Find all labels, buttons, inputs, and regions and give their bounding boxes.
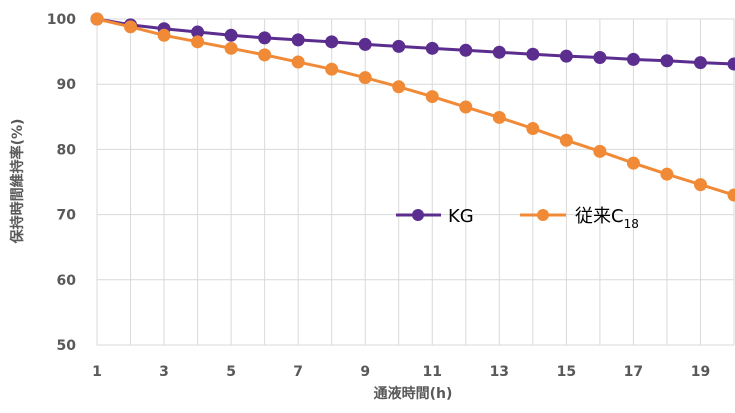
data-point-conventional-c18 (392, 80, 406, 94)
data-point-conventional-c18 (90, 12, 104, 26)
data-point-conventional-c18 (425, 90, 439, 104)
data-point-kg (492, 45, 506, 59)
data-point-kg (224, 28, 238, 42)
x-tick-label: 3 (159, 364, 169, 380)
legend-label-main: 従来C (575, 206, 624, 227)
data-point-kg (425, 41, 439, 55)
legend-label-conventional-c18: 従来C18 (575, 206, 639, 231)
data-point-kg (559, 49, 573, 63)
data-point-kg (459, 43, 473, 57)
data-point-conventional-c18 (224, 41, 238, 55)
y-axis-title: 保持時間維持率(%) (9, 119, 26, 245)
data-point-kg (626, 52, 640, 66)
legend: KG 従来C18 (396, 206, 639, 231)
y-tick-label: 60 (57, 273, 77, 289)
x-tick-label: 15 (557, 364, 576, 380)
y-axis-tick-labels: 50 60 70 80 90 100 (47, 12, 76, 354)
y-tick-label: 70 (57, 208, 77, 224)
data-point-conventional-c18 (358, 71, 372, 85)
data-point-kg (526, 47, 540, 61)
data-point-conventional-c18 (660, 167, 674, 181)
legend-marker-kg (412, 209, 424, 221)
x-tick-label: 19 (691, 364, 710, 380)
data-point-conventional-c18 (157, 28, 171, 42)
data-point-conventional-c18 (559, 133, 573, 147)
data-point-conventional-c18 (459, 100, 473, 114)
data-point-kg (291, 33, 305, 47)
data-point-kg (392, 39, 406, 53)
legend-marker-conventional-c18 (537, 209, 549, 221)
data-point-conventional-c18 (593, 144, 607, 158)
data-point-conventional-c18 (291, 55, 305, 69)
data-point-conventional-c18 (693, 178, 707, 192)
data-point-conventional-c18 (526, 122, 540, 136)
x-tick-label: 11 (423, 364, 442, 380)
data-point-kg (727, 57, 735, 71)
data-point-kg (660, 54, 674, 68)
data-point-kg (593, 50, 607, 64)
data-point-kg (358, 37, 372, 51)
data-point-kg (191, 25, 205, 39)
y-tick-label: 50 (57, 338, 77, 354)
data-point-conventional-c18 (492, 110, 506, 124)
legend-item-kg: KG (396, 206, 474, 227)
data-point-kg (325, 35, 339, 49)
data-point-conventional-c18 (325, 62, 339, 76)
legend-item-conventional-c18: 従来C18 (520, 206, 639, 231)
x-axis-title: 通液時間(h) (374, 385, 453, 402)
y-tick-label: 100 (47, 12, 76, 28)
x-tick-label: 9 (360, 364, 370, 380)
x-axis-tick-labels: 1 3 5 7 9 11 13 15 17 19 (92, 364, 710, 380)
data-point-conventional-c18 (626, 156, 640, 170)
data-point-conventional-c18 (727, 188, 735, 202)
data-point-conventional-c18 (191, 35, 205, 49)
series-layer (90, 12, 735, 202)
x-tick-label: 13 (490, 364, 509, 380)
y-tick-label: 90 (57, 77, 77, 93)
x-tick-label: 17 (624, 364, 643, 380)
grid-lines (96, 18, 735, 346)
legend-label-subscript: 18 (624, 217, 639, 231)
y-tick-label: 80 (57, 142, 77, 158)
data-point-kg (693, 56, 707, 70)
legend-label-kg: KG (448, 206, 474, 227)
data-point-conventional-c18 (124, 20, 138, 34)
x-tick-label: 5 (226, 364, 236, 380)
data-point-kg (258, 31, 272, 45)
x-tick-label: 1 (92, 364, 102, 380)
data-point-conventional-c18 (258, 48, 272, 62)
x-tick-label: 7 (293, 364, 303, 380)
